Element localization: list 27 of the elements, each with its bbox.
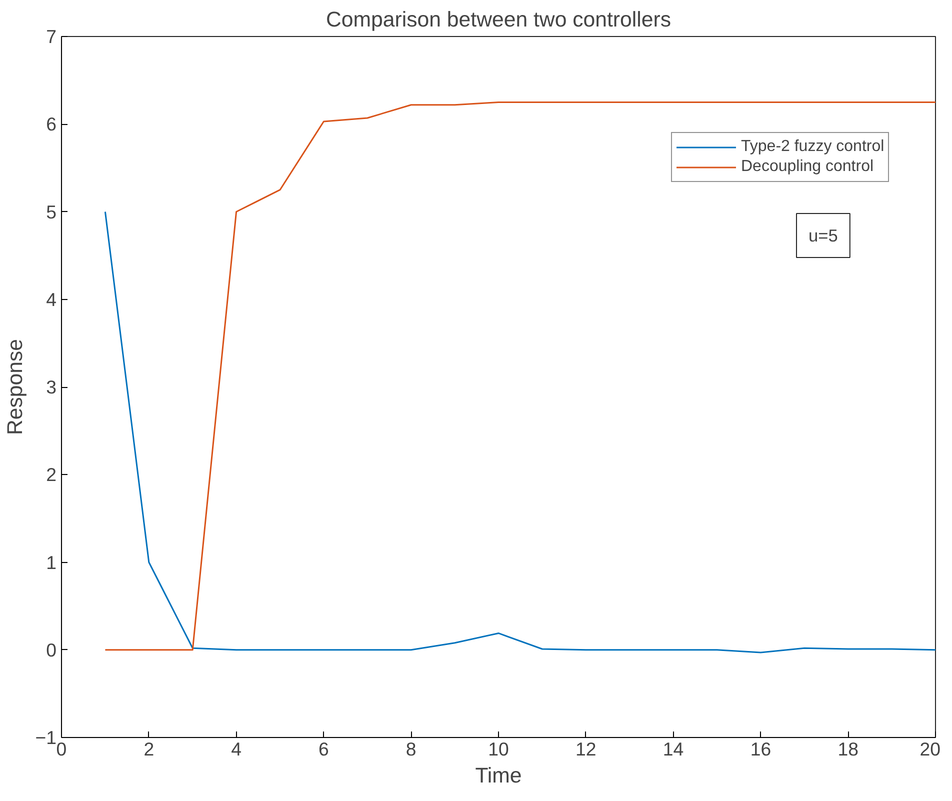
y-tick-label: −1 <box>35 727 57 748</box>
x-tick-label: 6 <box>318 738 329 760</box>
line-series <box>104 101 936 651</box>
legend-label: Decoupling control <box>741 158 874 176</box>
y-tick-label: 7 <box>46 26 57 47</box>
x-tick-label: 20 <box>920 738 941 760</box>
x-tick-label: 14 <box>662 738 684 760</box>
x-tick-label: 18 <box>838 738 858 760</box>
line-series <box>104 211 936 654</box>
x-tick-label: 16 <box>750 738 772 760</box>
legend-label: Type-2 fuzzy control <box>741 138 884 156</box>
y-tick-label: 2 <box>46 464 57 486</box>
y-tick-label: 5 <box>46 201 57 222</box>
y-axis-title: Response <box>3 338 28 436</box>
chart-title: Comparison between two controllers <box>326 8 671 32</box>
x-tick-label: 8 <box>406 738 416 760</box>
y-tick-label: 0 <box>46 639 57 660</box>
x-tick-label: 4 <box>231 738 242 760</box>
x-tick-label: 12 <box>576 738 596 760</box>
y-tick-label: 1 <box>46 552 57 573</box>
x-axis-title: Time <box>475 764 522 788</box>
annotation: u=5 <box>808 226 838 246</box>
x-tick-label: 10 <box>488 738 509 760</box>
x-tick-label: 2 <box>144 738 154 760</box>
y-tick-label: 6 <box>46 114 57 135</box>
y-tick-label: 3 <box>46 376 57 398</box>
y-tick-label: 4 <box>46 288 57 310</box>
